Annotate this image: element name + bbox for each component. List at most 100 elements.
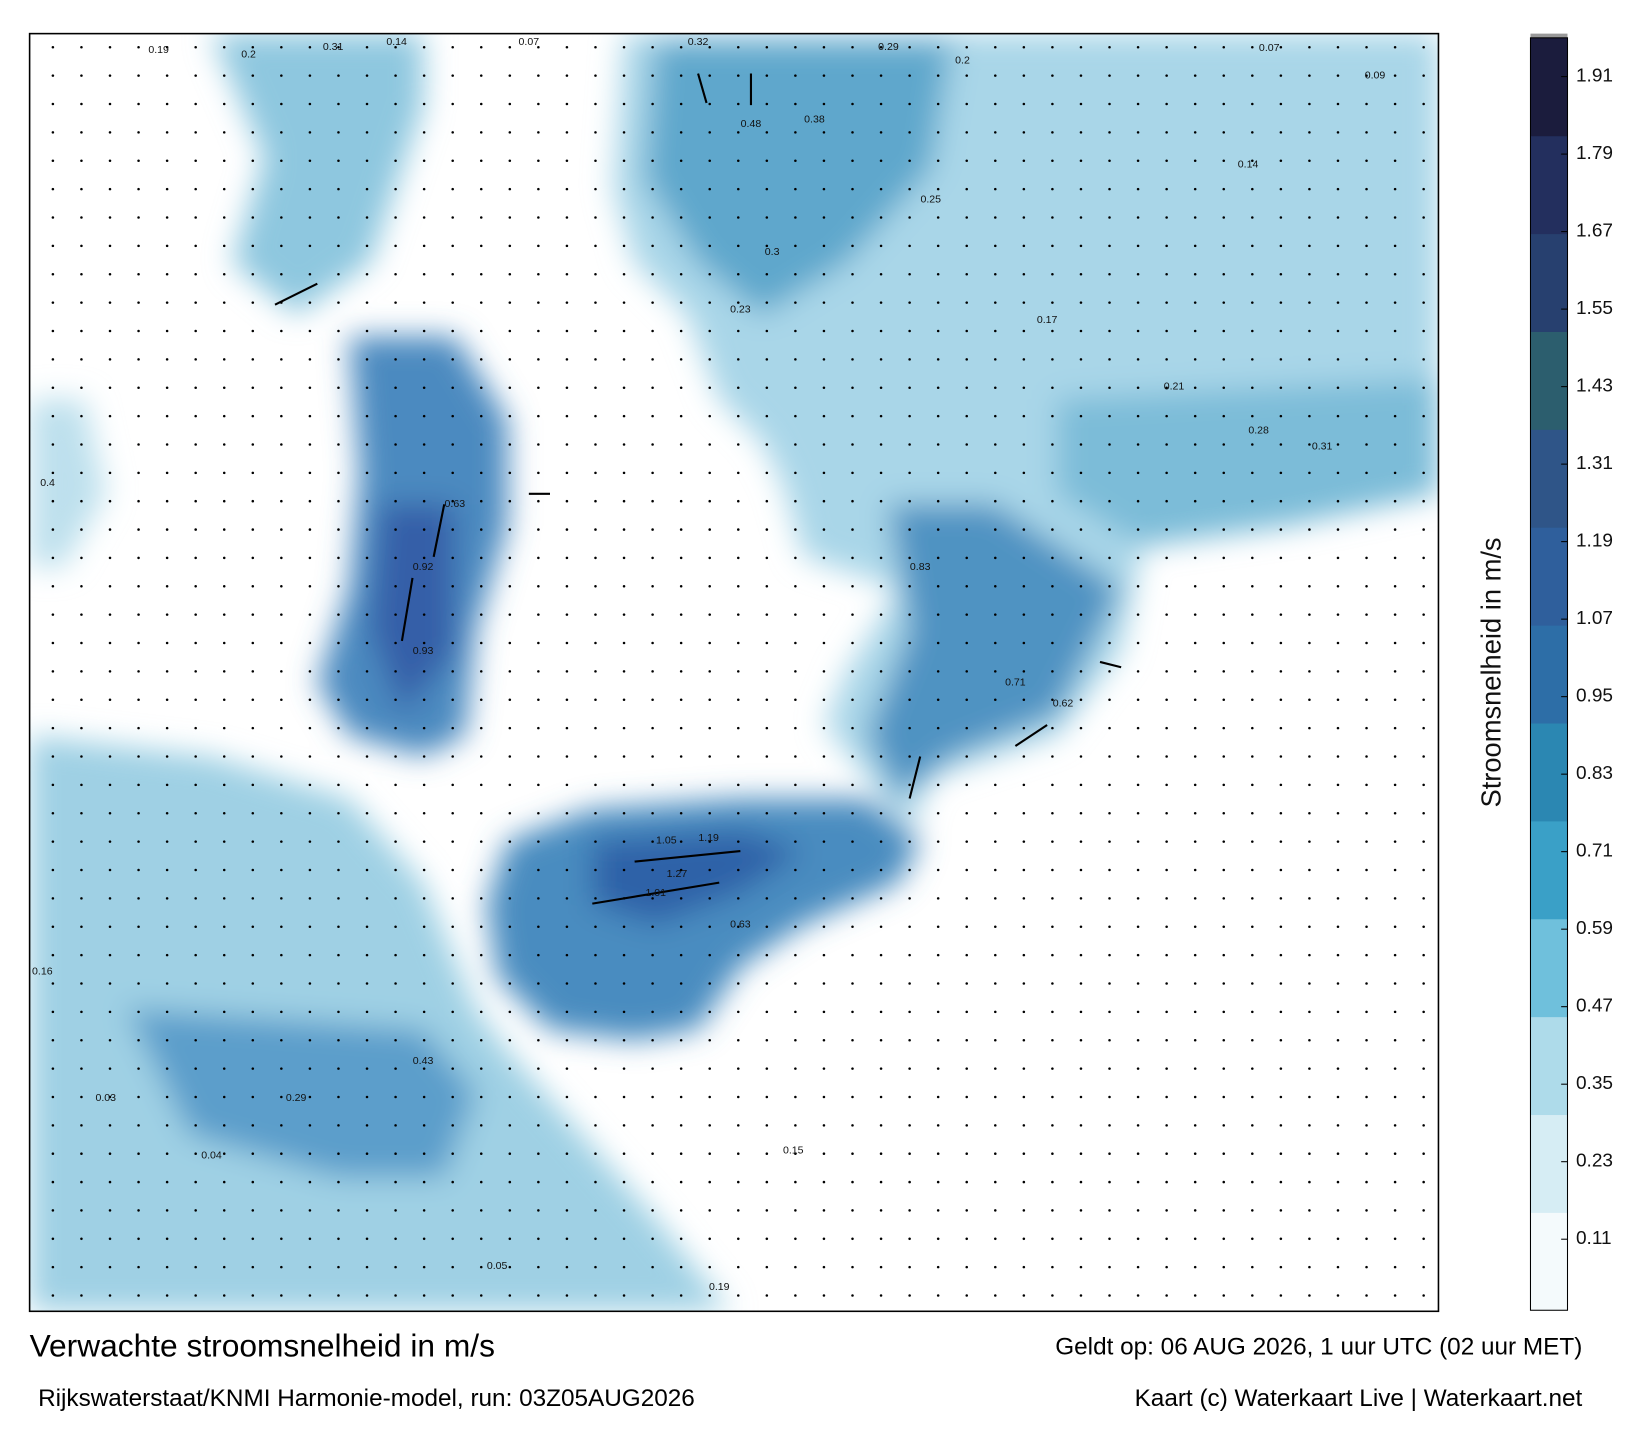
grid-dot — [908, 840, 911, 843]
grid-dot — [908, 1180, 911, 1184]
speed-label: 0.14 — [1238, 159, 1259, 171]
grid-dot — [1393, 244, 1397, 248]
grid-dot — [1222, 74, 1226, 77]
grid-dot — [765, 840, 769, 843]
grid-dot — [422, 698, 426, 702]
grid-dot — [1079, 528, 1083, 531]
grid-dot — [394, 755, 397, 758]
grid-dot — [337, 414, 340, 418]
grid-dot — [765, 613, 769, 616]
grid-dot — [537, 1237, 540, 1241]
grid-dot — [1393, 471, 1397, 475]
grid-dot — [451, 1095, 454, 1099]
grid-dot — [1051, 1294, 1054, 1297]
grid-dot — [194, 499, 197, 503]
grid-dot — [194, 131, 197, 134]
grid-dot — [1422, 1124, 1425, 1127]
grid-dot — [137, 499, 140, 503]
grid-dot — [1022, 528, 1026, 531]
grid-dot — [1422, 897, 1425, 900]
grid-dot — [1022, 585, 1026, 588]
grid-dot — [651, 755, 654, 758]
grid-dot — [280, 897, 283, 900]
grid-dot — [1279, 812, 1283, 815]
grid-dot — [1108, 840, 1111, 843]
grid-dot — [422, 1237, 426, 1241]
grid-dot — [1079, 641, 1083, 645]
grid-dot — [622, 272, 626, 276]
grid-dot — [1222, 783, 1226, 787]
grid-dot — [1308, 443, 1311, 446]
grid-dot — [394, 726, 397, 730]
grid-dot — [794, 414, 797, 418]
grid-dot — [1279, 102, 1283, 106]
grid-dot — [137, 244, 140, 248]
grid-dot — [879, 698, 883, 702]
grid-dot — [280, 329, 283, 333]
grid-dot — [251, 783, 255, 787]
grid-dot — [765, 812, 769, 815]
grid-dot — [994, 358, 997, 361]
grid-dot — [765, 216, 769, 219]
grid-dot — [594, 556, 597, 560]
grid-dot — [879, 585, 883, 588]
grid-dot — [822, 414, 826, 418]
grid-dot — [80, 1095, 83, 1099]
grid-dot — [479, 840, 483, 843]
grid-dot — [565, 953, 569, 957]
grid-dot — [1365, 528, 1368, 531]
grid-dot — [80, 1237, 83, 1241]
grid-dot — [1193, 953, 1197, 957]
grid-dot — [565, 585, 569, 588]
grid-dot — [51, 216, 55, 219]
grid-dot — [908, 1294, 911, 1297]
grid-dot — [822, 528, 826, 531]
grid-dot — [594, 1209, 597, 1212]
grid-dot — [394, 868, 397, 872]
grid-dot — [337, 783, 340, 787]
grid-dot — [51, 698, 55, 702]
grid-dot — [308, 1265, 312, 1269]
grid-dot — [851, 272, 854, 276]
grid-dot — [1051, 641, 1054, 645]
grid-dot — [1393, 414, 1397, 418]
grid-dot — [679, 698, 683, 702]
grid-dot — [280, 1265, 283, 1269]
grid-dot — [879, 443, 883, 446]
grid-dot — [222, 726, 226, 730]
grid-dot — [1165, 641, 1168, 645]
grid-dot — [851, 1180, 854, 1184]
grid-dot — [251, 698, 255, 702]
grid-dot — [365, 556, 369, 560]
grid-dot — [1251, 528, 1254, 531]
grid-dot — [51, 840, 55, 843]
grid-dot — [251, 272, 255, 276]
grid-dot — [165, 74, 169, 77]
grid-dot — [80, 1152, 83, 1155]
grid-dot — [1051, 868, 1054, 872]
grid-dot — [308, 272, 312, 276]
grid-dot — [851, 1237, 854, 1241]
grid-dot — [1251, 1152, 1254, 1155]
grid-dot — [622, 726, 626, 730]
grid-dot — [1222, 812, 1226, 815]
grid-dot — [622, 443, 626, 446]
grid-dot — [451, 556, 454, 560]
grid-dot — [708, 1265, 711, 1269]
grid-dot — [422, 897, 426, 900]
grid-dot — [879, 670, 883, 673]
grid-dot — [365, 1152, 369, 1155]
grid-dot — [851, 641, 854, 645]
grid-dot — [51, 131, 55, 134]
grid-dot — [251, 1209, 255, 1212]
grid-dot — [594, 726, 597, 730]
grid-dot — [537, 499, 540, 503]
grid-dot — [1079, 1067, 1083, 1070]
grid-dot — [565, 840, 569, 843]
grid-dot — [1422, 358, 1425, 361]
grid-dot — [508, 1095, 512, 1099]
grid-dot — [851, 1067, 854, 1070]
grid-dot — [1279, 1294, 1283, 1297]
grid-dot — [51, 585, 55, 588]
grid-dot — [80, 102, 83, 106]
